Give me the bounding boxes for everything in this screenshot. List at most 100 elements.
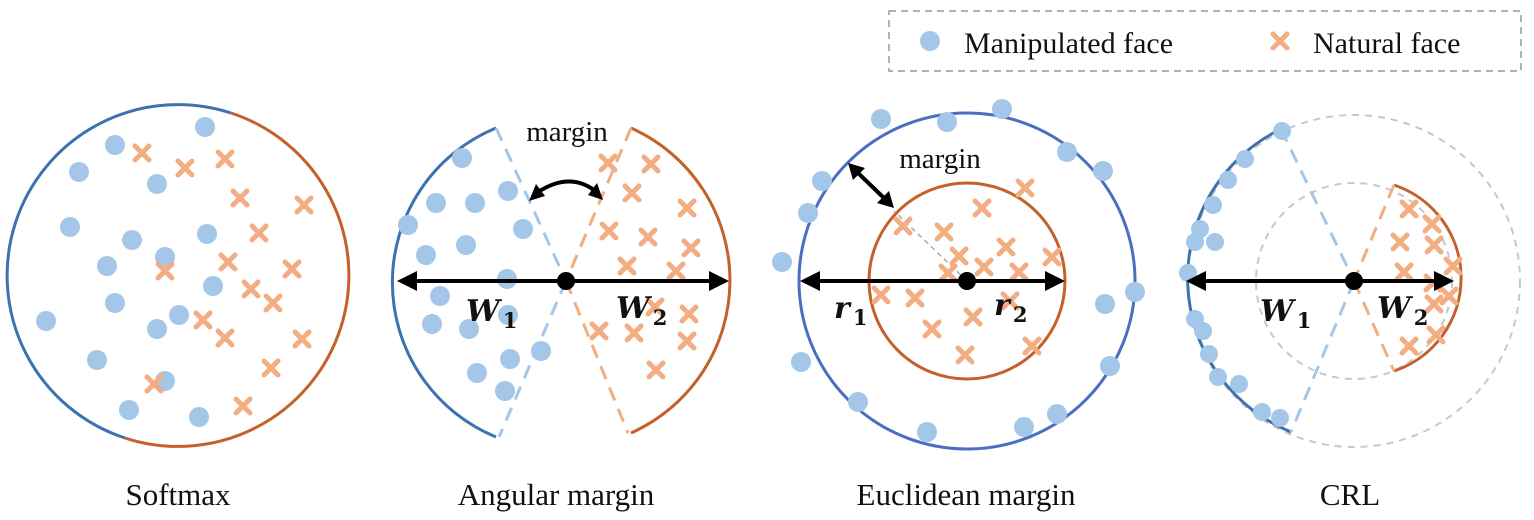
angular-margin-arrowhead-left [529, 184, 545, 201]
point-manipulated [36, 311, 56, 331]
point-manipulated [122, 230, 142, 250]
point-manipulated [992, 99, 1012, 119]
point-manipulated [500, 349, 520, 369]
euclidean-margin-arrow [855, 170, 887, 201]
point-natural [266, 296, 280, 310]
point-natural [135, 146, 149, 160]
point-natural [1427, 238, 1441, 252]
point-natural [908, 291, 922, 305]
point-manipulated [531, 341, 551, 361]
angular-manipulated-points [398, 148, 551, 401]
point-natural [644, 157, 658, 171]
softmax-orange-arc [124, 111, 351, 448]
point-natural [966, 310, 980, 324]
point-manipulated [1186, 233, 1204, 251]
point-natural [925, 322, 939, 336]
point-manipulated [60, 217, 80, 237]
point-manipulated [1093, 161, 1113, 181]
point-natural [680, 201, 694, 215]
point-manipulated [416, 245, 436, 265]
point-natural [1429, 328, 1443, 342]
point-natural [999, 240, 1013, 254]
point-natural [620, 259, 634, 273]
point-manipulated [1194, 322, 1212, 340]
point-manipulated [498, 305, 518, 325]
angular-w1-subscript: 1 [503, 308, 518, 333]
angular-orange-boundary [564, 280, 630, 434]
point-manipulated [1095, 294, 1115, 314]
angular-w2-arrowhead [709, 271, 729, 291]
point-natural [1442, 289, 1456, 303]
angular-natural-points [592, 156, 698, 377]
point-manipulated [917, 422, 937, 442]
point-manipulated [1206, 233, 1224, 251]
softmax-blue-arc [5, 103, 232, 440]
crl-center-dot [1345, 272, 1363, 290]
euclidean-outer-circle [797, 111, 1137, 451]
euclidean-manipulated-points [772, 99, 1145, 442]
point-natural [874, 288, 888, 302]
point-natural [625, 186, 639, 200]
point-natural [641, 230, 655, 244]
point-manipulated [147, 174, 167, 194]
point-natural [297, 198, 311, 212]
crl-orange-arc [1393, 183, 1463, 373]
crl-orange-boundary [1352, 184, 1396, 282]
point-natural [602, 224, 616, 238]
point-natural [1393, 235, 1407, 249]
angular-margin-label: margin [526, 116, 608, 148]
point-manipulated [937, 112, 957, 132]
softmax-manipulated-points [36, 117, 223, 427]
angular-margin-arrow [536, 179, 596, 194]
angular-center-dot [557, 272, 575, 290]
crl-w2-symbol: W [1377, 291, 1414, 326]
point-natural [244, 282, 258, 296]
point-natural [627, 326, 641, 340]
point-natural [218, 331, 232, 345]
crl-blue-boundary [1279, 128, 1356, 282]
point-natural [264, 361, 278, 375]
point-natural [977, 260, 991, 274]
point-natural [252, 226, 266, 240]
point-manipulated [1271, 409, 1289, 427]
point-manipulated [1047, 404, 1067, 424]
point-natural [1402, 202, 1416, 216]
point-natural [1045, 250, 1059, 264]
point-natural [941, 266, 955, 280]
crl-manipulated-points [1179, 122, 1291, 427]
legend-manipulated-marker [920, 31, 940, 51]
point-manipulated [1014, 417, 1034, 437]
point-manipulated [498, 181, 518, 201]
point-natural [952, 249, 966, 263]
softmax-caption: Softmax [125, 477, 231, 512]
point-manipulated [87, 350, 107, 370]
point-manipulated [197, 224, 217, 244]
crl-blue-boundary [1289, 280, 1356, 433]
point-natural [236, 399, 250, 413]
point-manipulated [69, 162, 89, 182]
angular-caption: Angular margin [458, 477, 655, 512]
point-manipulated [1209, 368, 1227, 386]
point-manipulated [147, 319, 167, 339]
euclidean-margin-label: margin [899, 143, 981, 175]
point-manipulated [1219, 171, 1237, 189]
crl-w2-subscript: 2 [1414, 305, 1429, 330]
legend-manipulated-label: Manipulated face [964, 27, 1173, 60]
point-manipulated [791, 352, 811, 372]
point-manipulated [848, 392, 868, 412]
point-manipulated [119, 400, 139, 420]
euclidean-margin-arrowhead-outer [848, 163, 865, 180]
point-natural [592, 324, 606, 338]
point-manipulated [97, 256, 117, 276]
angular-blue-arc [390, 126, 497, 439]
point-natural [233, 191, 247, 205]
point-manipulated [422, 314, 442, 334]
